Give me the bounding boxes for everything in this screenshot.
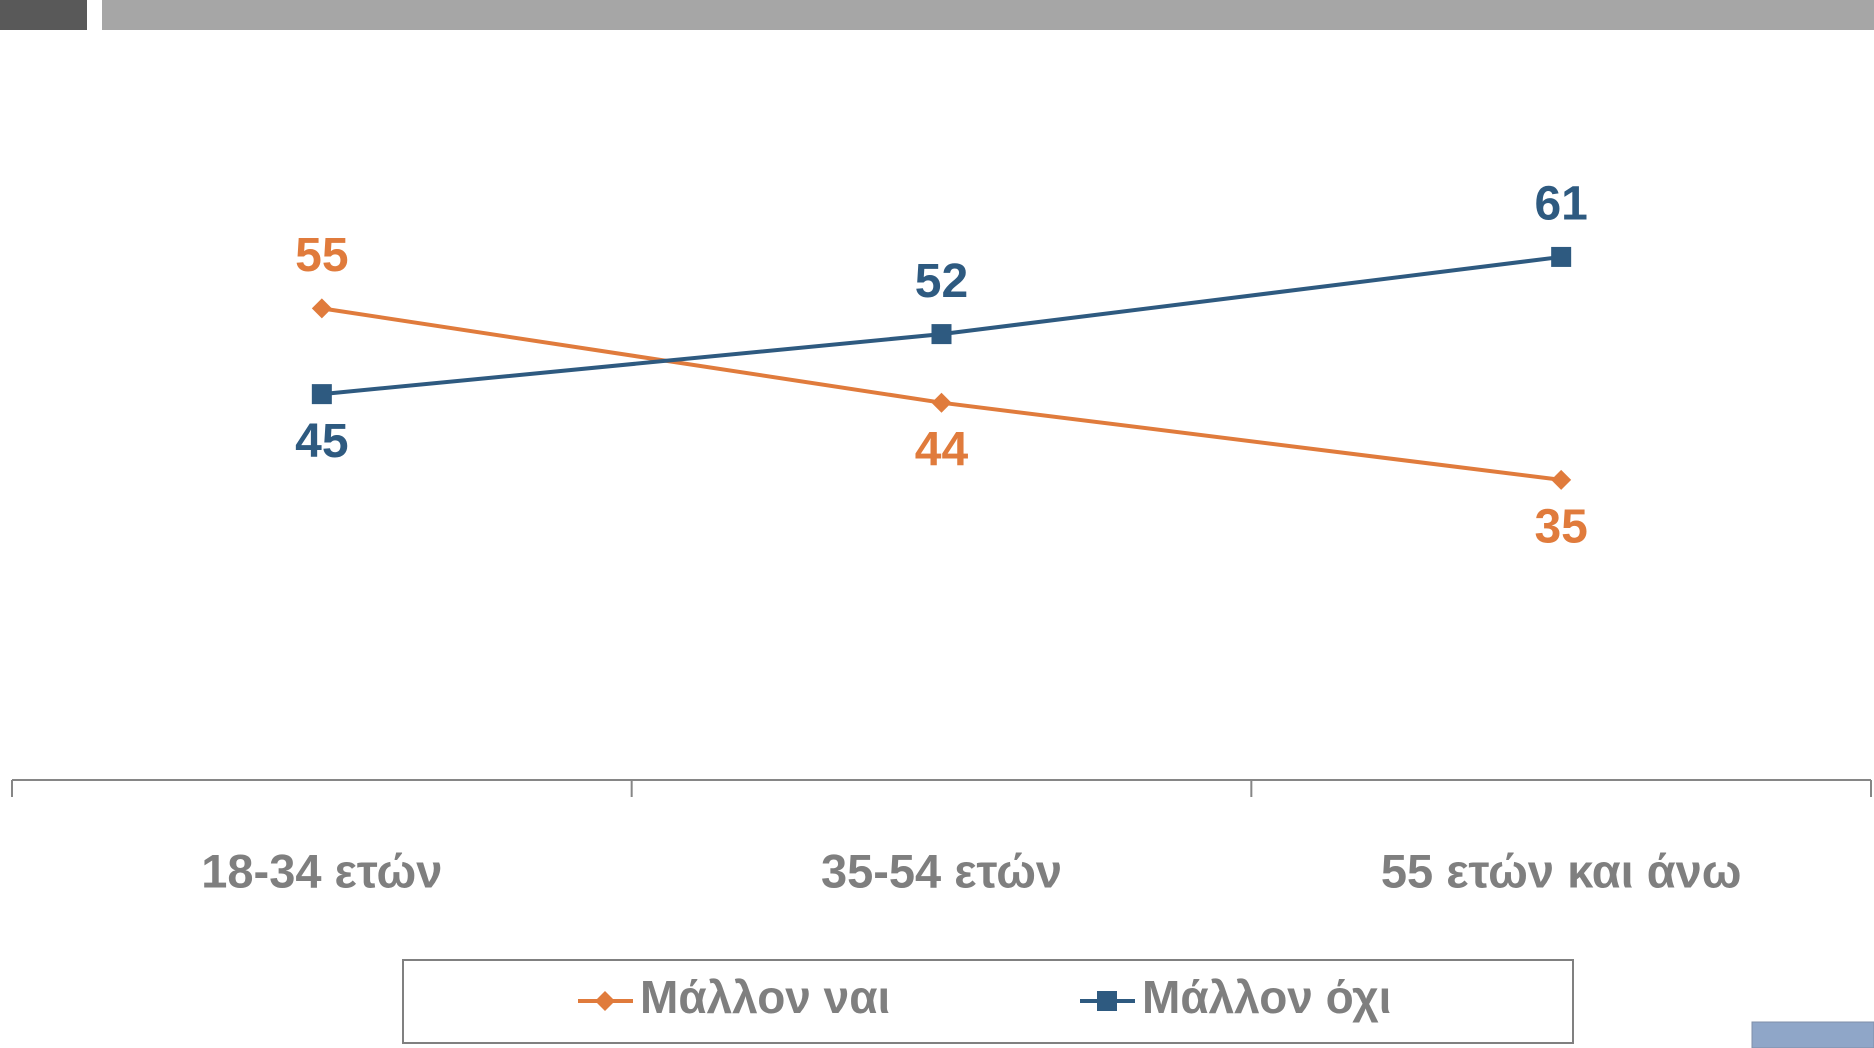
marker	[1551, 469, 1572, 490]
marker	[595, 991, 615, 1011]
thumbnail	[1751, 1021, 1874, 1048]
x-tick-label: 35-54 ετών	[821, 844, 1062, 897]
x-tick-label: 18-34 ετών	[201, 844, 442, 897]
data-label: 55	[295, 229, 348, 282]
marker	[1551, 246, 1572, 267]
legend-label: Μάλλον ναι	[640, 971, 890, 1023]
legend-box	[402, 959, 1574, 1044]
data-label: 61	[1534, 178, 1587, 231]
header-bar-dark	[0, 0, 87, 30]
data-label: 45	[295, 415, 348, 468]
marker	[311, 298, 332, 319]
marker	[311, 384, 332, 405]
marker	[1097, 991, 1117, 1011]
data-label: 35	[1534, 501, 1587, 554]
header-bar-light	[102, 0, 1874, 30]
data-label: 52	[915, 255, 968, 308]
data-label: 44	[915, 423, 969, 476]
x-tick-label: 55 ετών και άνω	[1381, 844, 1742, 897]
marker	[931, 324, 952, 345]
marker	[931, 392, 952, 413]
legend-label: Μάλλον όχι	[1142, 971, 1391, 1023]
